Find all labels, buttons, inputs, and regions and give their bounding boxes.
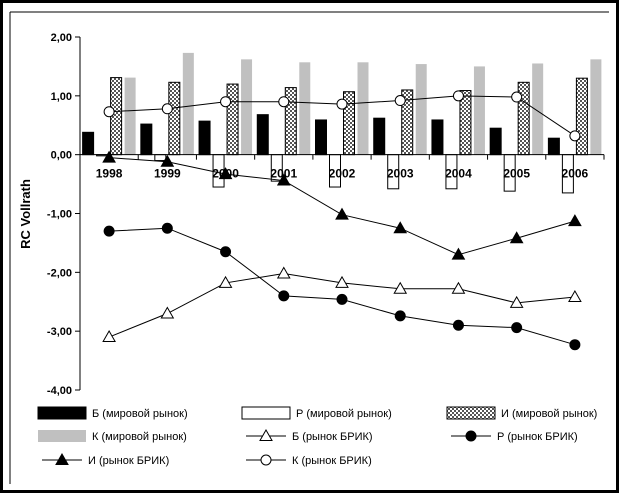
point-open-triangle-2005 (509, 295, 524, 308)
x-tick-label: 2004 (445, 167, 472, 181)
y-tick-label: 2,00 (51, 32, 72, 44)
legend-label: Р (мировой рынок) (296, 408, 392, 420)
bar-gray-2004 (473, 66, 485, 155)
point-filled-triangle-2003 (393, 221, 408, 234)
legend-label: К (мировой рынок) (92, 431, 187, 443)
point-open-circle-2001 (278, 96, 290, 108)
bar-gray-2006 (590, 59, 602, 155)
y-tick-label: 1,00 (51, 91, 72, 103)
bar-gray-2003 (415, 64, 427, 155)
point-open-circle-2003 (394, 95, 406, 107)
legend-label: И (мировой рынок) (501, 408, 597, 420)
y-tick-label: -4,00 (47, 385, 72, 397)
point-filled-triangle-2001 (276, 173, 291, 186)
legend-label: К (рынок БРИК) (292, 455, 372, 467)
point-open-circle-2005 (511, 91, 523, 103)
point-open-triangle-2004 (451, 281, 466, 294)
bar-gray-1998 (124, 77, 136, 155)
bar-gray-2000 (241, 59, 253, 155)
bar-black-2005 (489, 127, 502, 156)
point-filled-triangle-2005 (509, 231, 524, 244)
x-tick-label: 2001 (270, 167, 297, 181)
point-open-circle-1998 (103, 106, 115, 118)
point-open-triangle-2000 (218, 275, 233, 288)
point-filled-triangle-2004 (451, 247, 466, 260)
point-filled-triangle-2006 (568, 214, 582, 227)
bar-gray-2001 (299, 62, 311, 155)
bar-black-1999 (140, 123, 153, 156)
bar-black-2004 (431, 119, 444, 156)
legend-label: Р (рынок БРИК) (497, 431, 578, 443)
plot-area: 2,00 1,00 0,00 -1,00 -2,00 -3,00 -4,00 1998 1999… (47, 32, 605, 397)
bar-black-2006 (547, 137, 560, 156)
bar-black-2000 (198, 120, 211, 156)
x-tick-label: 2006 (562, 167, 589, 181)
point-filled-triangle-2002 (335, 207, 349, 220)
bar-gray-1999 (182, 52, 194, 155)
y-tick-label: -3,00 (47, 326, 72, 338)
bar-white-1999 (154, 154, 167, 162)
point-open-triangle-2003 (393, 281, 408, 294)
point-filled-circle-2004 (452, 319, 464, 331)
legend-swatch-black (37, 406, 87, 420)
legend-swatch-hatched (446, 406, 496, 420)
bar-gray-2005 (532, 63, 544, 155)
point-filled-circle-2003 (394, 310, 406, 322)
point-open-triangle-2001 (276, 266, 291, 279)
bar-black-1998 (82, 131, 95, 156)
point-filled-circle-1998 (103, 225, 115, 237)
point-filled-circle-2006 (569, 339, 581, 351)
legend-marker-open-triangle (259, 428, 273, 441)
point-filled-circle-2001 (278, 290, 290, 302)
legend-swatch-white (241, 406, 291, 420)
point-filled-triangle-2000 (218, 167, 233, 180)
legend: Б (мировой рынок) Р (мировой рынок) И (мир… (37, 406, 597, 467)
legend-marker-filled-triangle (55, 452, 69, 465)
point-filled-triangle-1999 (160, 154, 175, 167)
bar-gray-2002 (357, 62, 369, 155)
point-open-circle-2000 (220, 96, 232, 108)
x-tick-label: 1999 (154, 167, 181, 181)
bar-black-2003 (373, 117, 386, 156)
point-open-circle-2002 (336, 98, 348, 110)
point-open-circle-1999 (161, 103, 173, 115)
x-tick-label: 2000 (212, 167, 239, 181)
point-filled-circle-2002 (336, 293, 348, 305)
bar-hatched-2000 (226, 83, 239, 156)
legend-label: Б (рынок БРИК) (292, 431, 373, 443)
point-open-circle-2004 (452, 90, 464, 102)
x-tick-label: 1998 (96, 167, 123, 181)
point-filled-circle-1999 (161, 222, 173, 234)
legend-marker-filled-circle (465, 430, 477, 442)
point-open-triangle-2002 (335, 275, 349, 288)
bar-black-2002 (315, 119, 327, 156)
point-open-triangle-1999 (160, 306, 175, 319)
y-tick-label: -2,00 (47, 267, 72, 279)
x-tick-label: 2002 (329, 167, 356, 181)
point-open-triangle-1998 (102, 330, 116, 343)
legend-marker-open-circle (260, 454, 272, 466)
y-axis-label: RC Vollrath (18, 179, 33, 249)
legend-label: И (рынок БРИК) (88, 455, 169, 467)
y-tick-label: -1,00 (47, 209, 72, 221)
y-tick-label: 0,00 (51, 150, 72, 162)
x-tick-label: 2005 (503, 167, 530, 181)
x-tick-label: 2003 (387, 167, 414, 181)
bar-hatched-2006 (575, 77, 588, 156)
bar-black-2001 (256, 114, 269, 156)
point-open-triangle-2006 (568, 290, 582, 303)
legend-label: Б (мировой рынок) (92, 408, 188, 420)
legend-swatch-gray (38, 430, 86, 442)
point-open-circle-2006 (569, 130, 581, 142)
point-filled-circle-2000 (220, 246, 232, 258)
bar-hatched-1999 (168, 81, 181, 156)
point-filled-circle-2005 (511, 322, 523, 334)
point-filled-triangle-1998 (102, 150, 116, 163)
